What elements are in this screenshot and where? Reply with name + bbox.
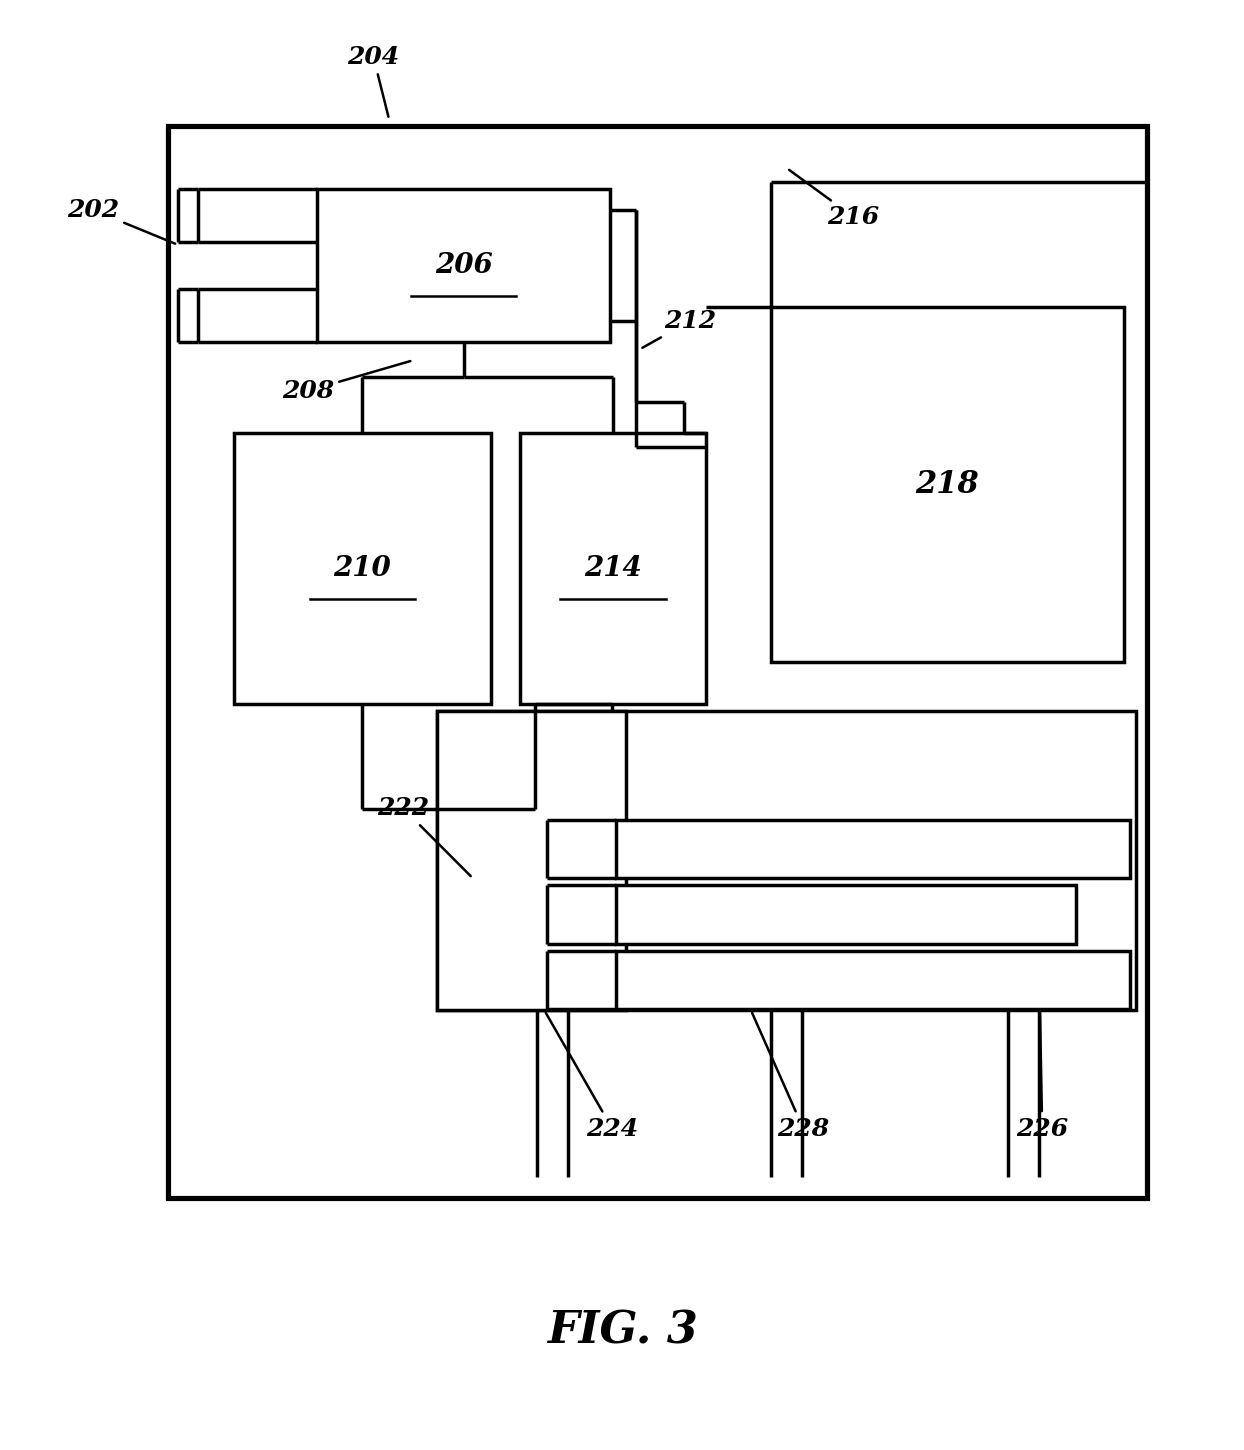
Text: 224: 224 (546, 1012, 638, 1141)
Text: 218: 218 (916, 470, 979, 500)
Text: 206: 206 (435, 252, 493, 280)
Text: 214: 214 (585, 555, 642, 581)
Text: FIG. 3: FIG. 3 (546, 1309, 698, 1351)
Text: 212: 212 (642, 309, 717, 348)
Bar (168, 126, 1147, 1198)
Text: 226: 226 (1016, 1014, 1069, 1141)
Text: 228: 228 (753, 1014, 830, 1141)
Bar (234, 432, 490, 705)
Text: 208: 208 (281, 361, 411, 403)
Text: 210: 210 (333, 555, 391, 581)
Bar (616, 884, 1076, 944)
Bar (437, 710, 1136, 1011)
Text: 202: 202 (67, 197, 175, 244)
Bar (317, 188, 610, 342)
Text: 222: 222 (377, 796, 470, 876)
Text: 216: 216 (789, 170, 880, 229)
Bar (437, 710, 626, 1011)
Bar (616, 819, 1130, 879)
Bar (520, 432, 705, 705)
Bar (616, 951, 1130, 1009)
Text: 204: 204 (347, 45, 399, 117)
Bar (771, 307, 1123, 663)
